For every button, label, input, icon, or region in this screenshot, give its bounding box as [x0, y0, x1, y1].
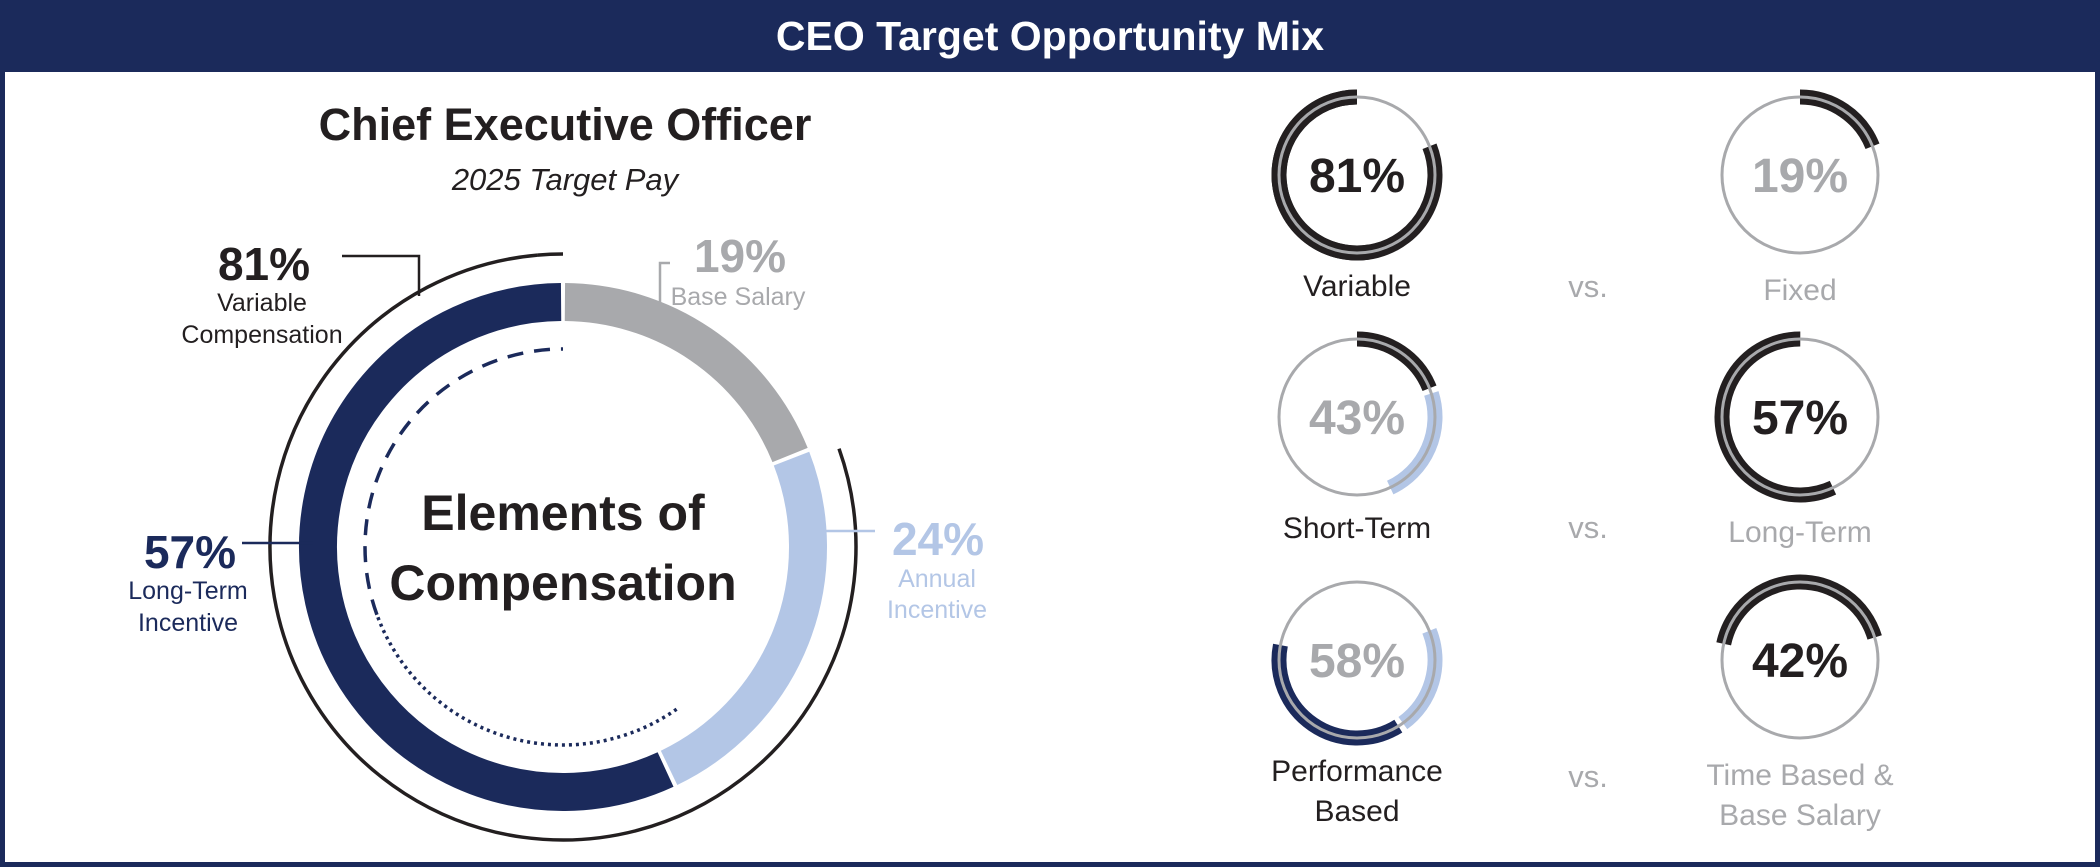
cmp-left-track-2 — [1277, 337, 1437, 497]
cmp-left-track-3 — [1277, 580, 1437, 740]
variable-compensation-pct: 81% — [218, 238, 310, 290]
cmp-right-label-3-2: Base Salary — [1719, 799, 1881, 832]
donut-slice-long-term-incentive — [299, 283, 674, 811]
cmp-right-label-1-1: Fixed — [1763, 274, 1836, 307]
variable-compensation-bracket-arc — [268, 253, 858, 842]
cmp-left-label-3-2: Based — [1314, 795, 1399, 828]
donut-center-label-line-2: Compensation — [389, 555, 736, 611]
annual-incentive-label-line-1: Annual — [898, 565, 976, 593]
long-term-incentive-pct: 57% — [144, 526, 236, 578]
cmp-left-label-1-1: Variable — [1303, 270, 1411, 303]
cmp-right-label-2-1: Long-Term — [1728, 516, 1871, 549]
donut-slice-annual-incentive — [660, 451, 827, 785]
donut-slice-base-salary — [564, 283, 808, 463]
long-term-incentive-label-line-1: Long-Term — [128, 577, 248, 605]
inner-dotted-guide-arc — [375, 614, 678, 747]
donut-subtitle: 2025 Target Pay — [451, 162, 681, 197]
cmp-left-pct-3: 58% — [1309, 635, 1405, 688]
variable-compensation-label-line-1: Variable — [217, 289, 307, 317]
cmp-left-label-3-1: Performance — [1271, 755, 1443, 788]
annual-incentive-pct: 24% — [892, 513, 984, 565]
cmp-right-pct-2: 57% — [1752, 392, 1848, 445]
cmp-right-pct-1: 19% — [1752, 150, 1848, 203]
cmp-left-pct-2: 43% — [1309, 392, 1405, 445]
base-salary-label: Base Salary — [671, 283, 806, 311]
vs-label-row-2: vs. — [1568, 510, 1608, 545]
cmp-left-label-2-1: Short-Term — [1283, 512, 1431, 545]
cmp-right-track-2 — [1720, 337, 1880, 497]
vs-label-row-3: vs. — [1568, 759, 1608, 794]
inner-dashed-guide-arc — [363, 347, 564, 616]
long-term-incentive-label-line-2: Incentive — [138, 609, 238, 637]
banner-title: CEO Target Opportunity Mix — [0, 0, 2100, 72]
cmp-left-pct-1: 81% — [1309, 150, 1405, 203]
cmp-right-label-3-1: Time Based & — [1706, 759, 1893, 792]
annual-incentive-label-line-2: Incentive — [887, 596, 987, 624]
vs-label-row-1: vs. — [1568, 269, 1608, 304]
donut-center-label-line-1: Elements of — [421, 485, 705, 541]
cmp-right-pct-3: 42% — [1752, 635, 1848, 688]
cmp-right-track-3 — [1720, 580, 1880, 740]
base-salary-pct: 19% — [694, 230, 786, 282]
cmp-left-track-1 — [1277, 95, 1437, 255]
variable-compensation-label-line-2: Compensation — [181, 321, 342, 349]
donut-title: Chief Executive Officer — [319, 99, 812, 150]
cmp-right-track-1 — [1720, 95, 1880, 255]
variable-compensation-leader — [342, 254, 421, 296]
fixed-bracket-arc — [537, 252, 564, 257]
base-salary-leader — [658, 261, 670, 305]
